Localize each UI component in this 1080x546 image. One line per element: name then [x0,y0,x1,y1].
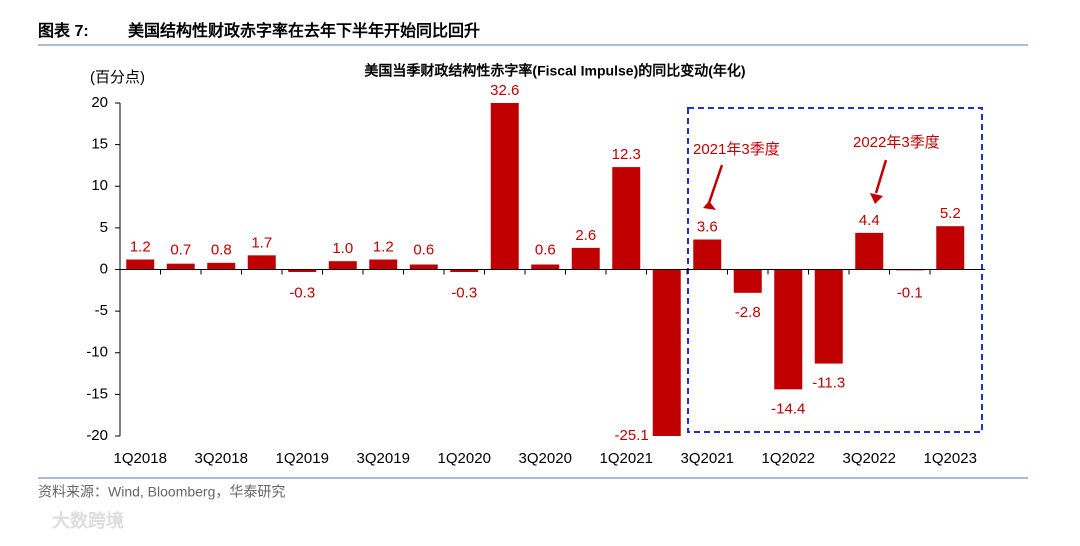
bar [652,269,681,436]
value-label: 3.6 [697,218,718,235]
value-label: 1.7 [251,234,272,251]
value-label: 0.6 [535,241,556,258]
value-label: 32.6 [490,82,519,99]
value-label: 5.2 [940,205,961,222]
source: 资料来源：Wind, Bloomberg，华泰研究 [38,484,285,500]
x-tick-label: 1Q2019 [276,450,329,467]
annotation: 2021年3季度 [693,141,780,158]
bar [369,259,398,270]
arrow-head [870,193,883,204]
y-tick-label: 20 [91,94,108,111]
value-label: -14.4 [771,400,805,417]
value-label: 1.2 [373,238,394,255]
value-label: -0.3 [451,284,477,301]
bar [774,269,803,390]
bar [207,262,236,270]
x-tick-label: 1Q2018 [114,450,167,467]
bar [936,226,965,270]
value-label: 0.7 [170,241,191,258]
value-label: -25.1 [615,427,649,444]
bar [247,255,276,270]
y-tick-label: 5 [100,219,108,236]
value-label: -0.1 [897,284,923,301]
figure-label: 图表 7: [38,21,89,40]
x-tick-label: 1Q2020 [438,450,491,467]
arrow [874,159,888,194]
x-tick-label: 1Q2023 [924,450,977,467]
bar [571,247,600,270]
x-tick-label: 3Q2022 [843,450,896,467]
arrow-head [703,201,716,210]
value-label: 1.2 [130,238,151,255]
y-tick-label: 10 [91,177,108,194]
bar [855,232,884,270]
annotation: 2022年3季度 [853,134,940,151]
x-tick-label: 1Q2021 [600,450,653,467]
x-tick-label: 3Q2019 [357,450,410,467]
x-tick-label: 3Q2020 [519,450,572,467]
x-tick-label: 1Q2022 [762,450,815,467]
bar [166,263,195,270]
y-tick-label: 0 [100,260,108,277]
bar [450,269,479,272]
value-label: 4.4 [859,212,880,229]
value-label: -11.3 [812,375,845,392]
y-tick-label: 15 [91,136,108,153]
x-tick-label: 3Q2018 [195,450,248,467]
value-label: -0.3 [289,284,315,301]
value-label: 2.6 [575,227,596,244]
bar [612,167,641,270]
value-label: 12.3 [612,146,641,163]
watermark: 大数跨境 [52,510,124,531]
y-tick-label: -15 [86,385,108,402]
x-tick-label: 3Q2021 [681,450,734,467]
figure-title: 美国结构性财政赤字率在去年下半年开始同比回升 [128,21,480,40]
arrow [707,164,724,204]
value-label: -2.8 [735,304,761,321]
plot-area [126,103,965,436]
bar [693,239,722,270]
bar [126,259,155,270]
bar [288,269,317,272]
bar [733,269,762,293]
chart-title: 美国当季财政结构性赤字率(Fiscal Impulse)的同比变动(年化) [364,63,745,79]
bar [328,261,357,270]
bar [490,103,519,270]
y-tick-label: -20 [86,427,108,444]
value-label: 0.6 [413,241,434,258]
y-axis-label: (百分点) [90,69,145,86]
value-label: 0.8 [211,241,232,258]
y-tick-label: -5 [95,302,108,319]
bar [531,264,560,270]
y-tick-label: -10 [86,344,108,361]
bar [409,264,438,270]
value-label: 1.0 [332,240,353,257]
bar [814,269,843,364]
